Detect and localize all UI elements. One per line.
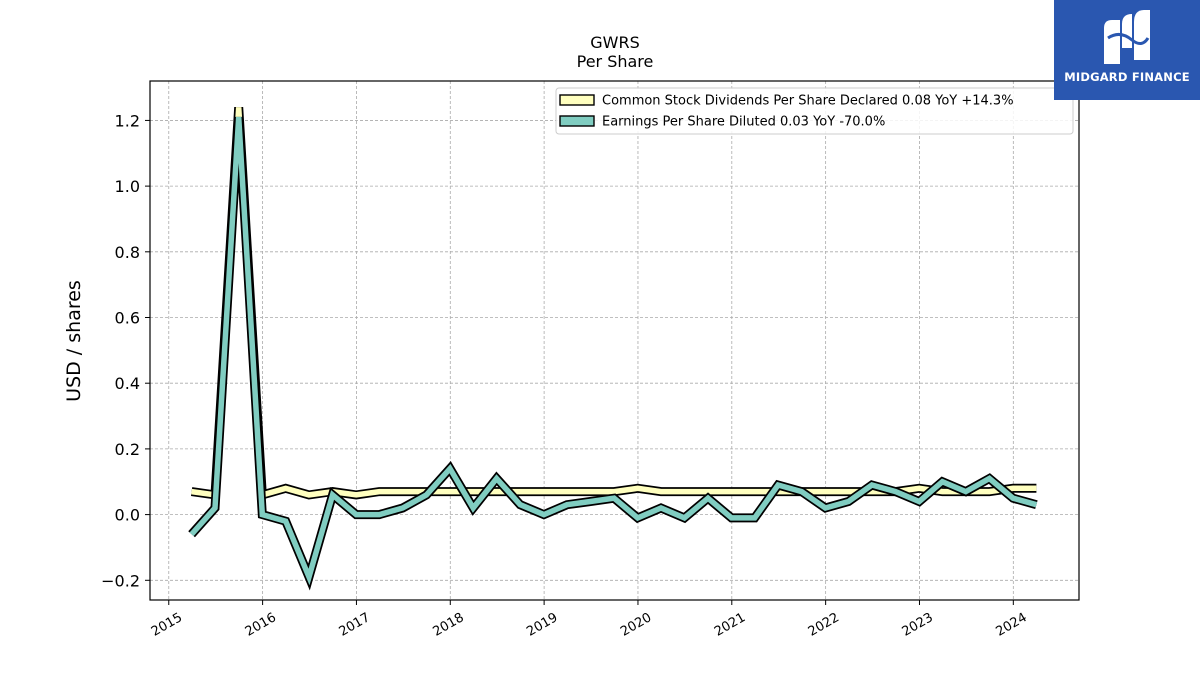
- legend-label-eps: Earnings Per Share Diluted 0.03 YoY -70.…: [602, 115, 885, 130]
- y-axis-ticks: −0.2 0.0 0.2 0.4 0.6 0.8 1.0 1.2: [101, 111, 150, 590]
- x-tick-label: 2023: [900, 610, 936, 640]
- x-tick-label: 2024: [993, 610, 1029, 640]
- x-tick-label: 2016: [243, 610, 279, 640]
- y-tick-label: 0.4: [115, 374, 140, 393]
- legend-box: [555, 87, 1074, 135]
- x-tick-label: 2022: [806, 610, 842, 640]
- midgard-finance-logo-icon: [1104, 10, 1150, 64]
- x-tick-label: 2017: [337, 610, 373, 640]
- y-tick-label: 1.2: [115, 111, 140, 130]
- y-tick-label: 0.8: [115, 243, 140, 262]
- y-tick-label: 0.6: [115, 309, 140, 328]
- y-tick-label: 1.0: [115, 177, 140, 196]
- series-line-dividends: [191, 107, 1037, 499]
- plot-frame: [149, 80, 1080, 601]
- x-axis-ticks: 2015 2016 2017 2018 2019 2020 2021 2022 2023 2024: [149, 600, 1030, 640]
- y-axis-label: USD / shares: [63, 280, 85, 402]
- y-tick-label: −0.2: [101, 571, 140, 590]
- legend-label-dividends: Common Stock Dividends Per Share Declare…: [602, 94, 1014, 109]
- legend: Common Stock Dividends Per Share Declare…: [555, 87, 1074, 135]
- chart-subtitle: Per Share: [577, 52, 654, 71]
- series-outline-eps: [188, 116, 1038, 591]
- brand-logo-badge: MIDGARD FINANCE: [1054, 0, 1200, 100]
- x-tick-label: 2021: [712, 610, 748, 640]
- y-tick-label: 0.2: [115, 440, 140, 459]
- x-tick-label: 2015: [149, 610, 185, 640]
- x-tick-label: 2018: [430, 610, 466, 640]
- x-tick-label: 2019: [524, 610, 560, 640]
- series-outline-dividends: [190, 107, 1037, 501]
- series-line-eps: [189, 116, 1038, 586]
- legend-swatch-dividends: [559, 94, 595, 106]
- y-tick-label: 0.0: [115, 506, 140, 525]
- chart-title: GWRS: [590, 33, 640, 52]
- x-tick-label: 2020: [618, 610, 654, 640]
- brand-name: MIDGARD FINANCE: [1064, 70, 1190, 84]
- series-layer: [188, 107, 1038, 591]
- legend-swatch-eps: [559, 115, 595, 127]
